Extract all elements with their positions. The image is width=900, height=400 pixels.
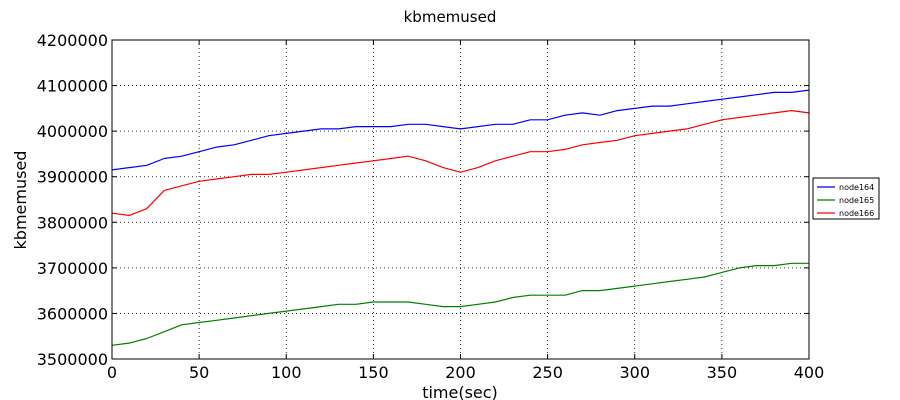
x-tick-label: 100 (271, 363, 302, 382)
y-tick-label: 3800000 (37, 213, 108, 232)
legend-label-node166: node166 (839, 209, 874, 218)
y-tick-label: 4100000 (37, 77, 108, 96)
x-tick-label: 0 (107, 363, 117, 382)
x-tick-label: 250 (532, 363, 563, 382)
y-tick-label: 3500000 (37, 350, 108, 369)
legend-box (812, 177, 880, 220)
y-tick-label: 4000000 (37, 122, 108, 141)
plot-area-frame (111, 39, 810, 360)
y-tick-label: 3600000 (37, 304, 108, 323)
legend-label-node164: node164 (839, 183, 874, 192)
x-tick-label: 350 (707, 363, 738, 382)
y-tick-label: 3700000 (37, 259, 108, 278)
x-tick-label: 300 (619, 363, 650, 382)
y-tick-label: 4200000 (37, 31, 108, 50)
x-axis-label: time(sec) (422, 383, 498, 400)
ticks: 0 50 100 150 200 250 300 350 400 3500000 3600000 37… (37, 31, 825, 382)
x-tick-label: 200 (445, 363, 476, 382)
x-tick-label: 150 (358, 363, 389, 382)
y-tick-label: 3900000 (37, 168, 108, 187)
series-line-node165 (111, 262, 809, 346)
grid (111, 39, 810, 360)
x-tick-label: 400 (794, 363, 825, 382)
x-tick-label: 50 (189, 363, 209, 382)
legend: node164 node165 node166 (812, 177, 880, 220)
series-lines (111, 89, 810, 346)
chart-title: kbmemused (404, 8, 497, 26)
series-line-node164 (111, 89, 810, 171)
legend-label-node165: node165 (839, 196, 874, 205)
series-line-node166 (111, 110, 810, 216)
y-axis-label: kbmemused (11, 151, 30, 250)
